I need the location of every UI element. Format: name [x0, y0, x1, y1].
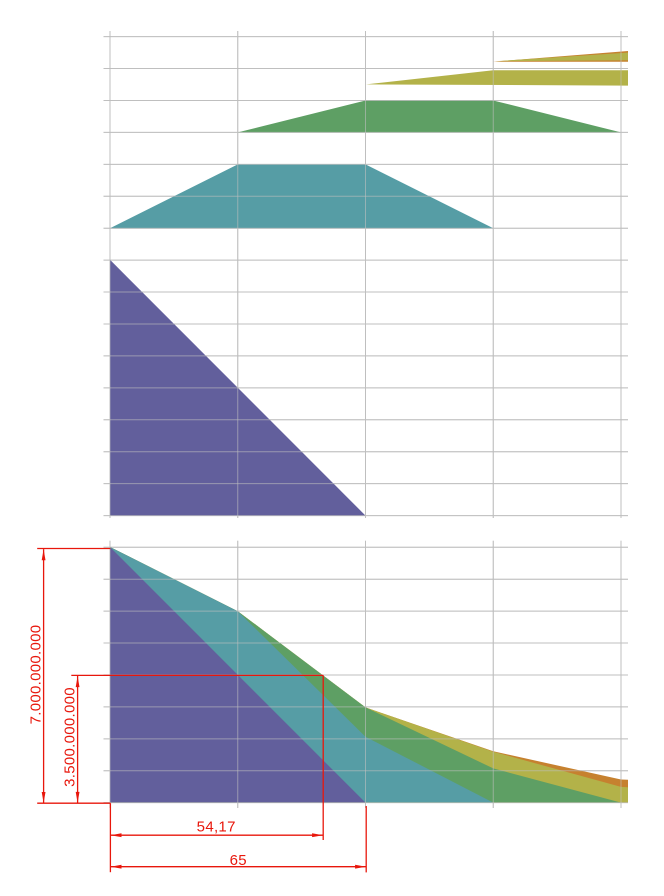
- svg-text:3.500.000.000: 3.500.000.000: [62, 687, 79, 787]
- svg-text:7.000.000.000: 7.000.000.000: [28, 625, 45, 725]
- svg-text:54,17: 54,17: [197, 818, 236, 835]
- svg-text:65: 65: [230, 852, 247, 869]
